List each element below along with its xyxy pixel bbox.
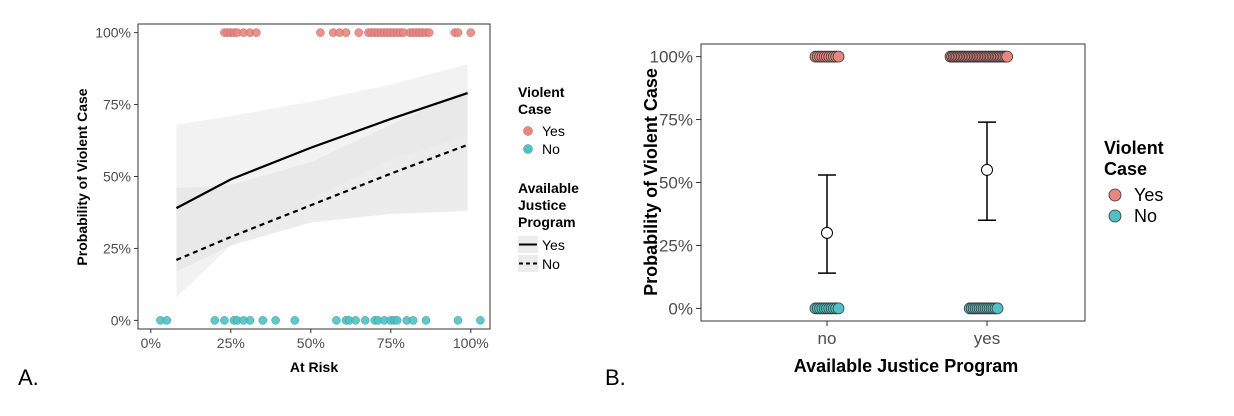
panel-b-chart: 0% 25% 50% 75% 100% no yes Available Justice … [605, 43, 1164, 390]
data-point-no [271, 316, 280, 325]
data-point-no [332, 316, 341, 325]
y-tick-label: 75% [103, 97, 131, 113]
data-point-yes [341, 28, 351, 37]
data-point-yes [832, 50, 845, 63]
series-line-yes [175, 92, 468, 210]
x-tick-label: 25% [217, 335, 245, 351]
panel-a-x-axis-title: At Risk [290, 359, 338, 375]
panel-b-legend: Violent Case Yes No [1104, 138, 1164, 226]
legend-b-no-marker [1108, 209, 1122, 223]
legend-a-program-title-line2: Justice [518, 197, 566, 213]
y-tick-label: 0% [668, 299, 693, 318]
panel-b-y-axis-title: Probability of Violent Case [641, 68, 661, 296]
data-point-no [245, 316, 255, 325]
legend-a-no-marker [523, 144, 533, 154]
data-point-no [392, 316, 402, 325]
data-point-yes [1001, 50, 1014, 63]
legend-a-case-title-line2: Case [518, 101, 552, 117]
series-line-no [175, 143, 468, 261]
x-tick-label: 75% [377, 335, 405, 351]
mean-estimate-point [981, 163, 993, 176]
legend-b-case-title-line2: Case [1104, 159, 1147, 179]
data-point-no [210, 316, 220, 325]
y-tick-label: 75% [659, 111, 693, 130]
data-point-no [453, 316, 463, 325]
panel-a-tag: A. [18, 365, 39, 390]
x-tick-label: 50% [297, 335, 325, 351]
panel-a-y-axis-title: Probability of Violent Case [74, 88, 90, 265]
legend-a-program-yes-label: Yes [542, 237, 565, 253]
data-point-yes [316, 28, 325, 37]
panel-b-tag: B. [605, 365, 626, 390]
x-tick-label: 0% [141, 335, 161, 351]
data-point-no [360, 316, 370, 325]
x-tick-label: no [818, 329, 837, 348]
legend-b-yes-marker [1108, 188, 1122, 202]
legend-a-program-no-label: No [542, 256, 560, 272]
y-tick-label: 50% [659, 174, 693, 193]
y-tick-label: 25% [659, 236, 693, 255]
panel-b-x-axis-title: Available Justice Program [794, 356, 1018, 376]
y-tick-label: 100% [95, 25, 131, 41]
y-tick-label: 100% [650, 48, 693, 67]
panel-b-plot-area [700, 43, 1086, 322]
y-tick-label: 50% [103, 169, 131, 185]
legend-a-no-label: No [542, 141, 560, 157]
legend-a-program-title-line3: Program [518, 214, 576, 230]
panel-a-chart: 0%25%50%75%100% 0% 25% 50% 75% 100% At Risk … [18, 23, 579, 390]
data-point-yes [466, 28, 476, 37]
data-point-no [408, 316, 418, 325]
y-tick-label: 25% [103, 240, 131, 256]
legend-a-yes-label: Yes [542, 123, 565, 139]
legend-a-yes-marker [523, 126, 533, 136]
data-point-yes [354, 28, 364, 37]
legend-a-program-title-line1: Available [518, 180, 579, 196]
confidence-band-no [176, 90, 468, 272]
data-point-no [290, 316, 300, 325]
data-point-no [476, 316, 485, 325]
data-point-no [421, 316, 431, 325]
legend-b-yes-label: Yes [1134, 185, 1163, 205]
data-point-no [351, 316, 360, 325]
panel-a-legend: Violent Case Yes No Available Justice Pr… [518, 84, 579, 272]
legend-a-case-title-line1: Violent [518, 84, 565, 100]
mean-estimate-point [821, 226, 833, 239]
y-tick-label: 0% [111, 312, 131, 328]
data-point-no [832, 302, 845, 315]
legend-b-case-title-line1: Violent [1104, 138, 1164, 158]
data-point-yes [424, 28, 434, 37]
data-point-no [258, 316, 268, 325]
data-point-yes [453, 28, 463, 37]
data-point-no [162, 316, 172, 325]
data-point-yes [252, 28, 261, 37]
legend-b-no-label: No [1134, 206, 1157, 226]
data-point-no [220, 316, 229, 325]
x-tick-label: yes [974, 329, 1000, 348]
x-tick-label: 100% [453, 335, 489, 351]
data-point-no [991, 302, 1004, 315]
